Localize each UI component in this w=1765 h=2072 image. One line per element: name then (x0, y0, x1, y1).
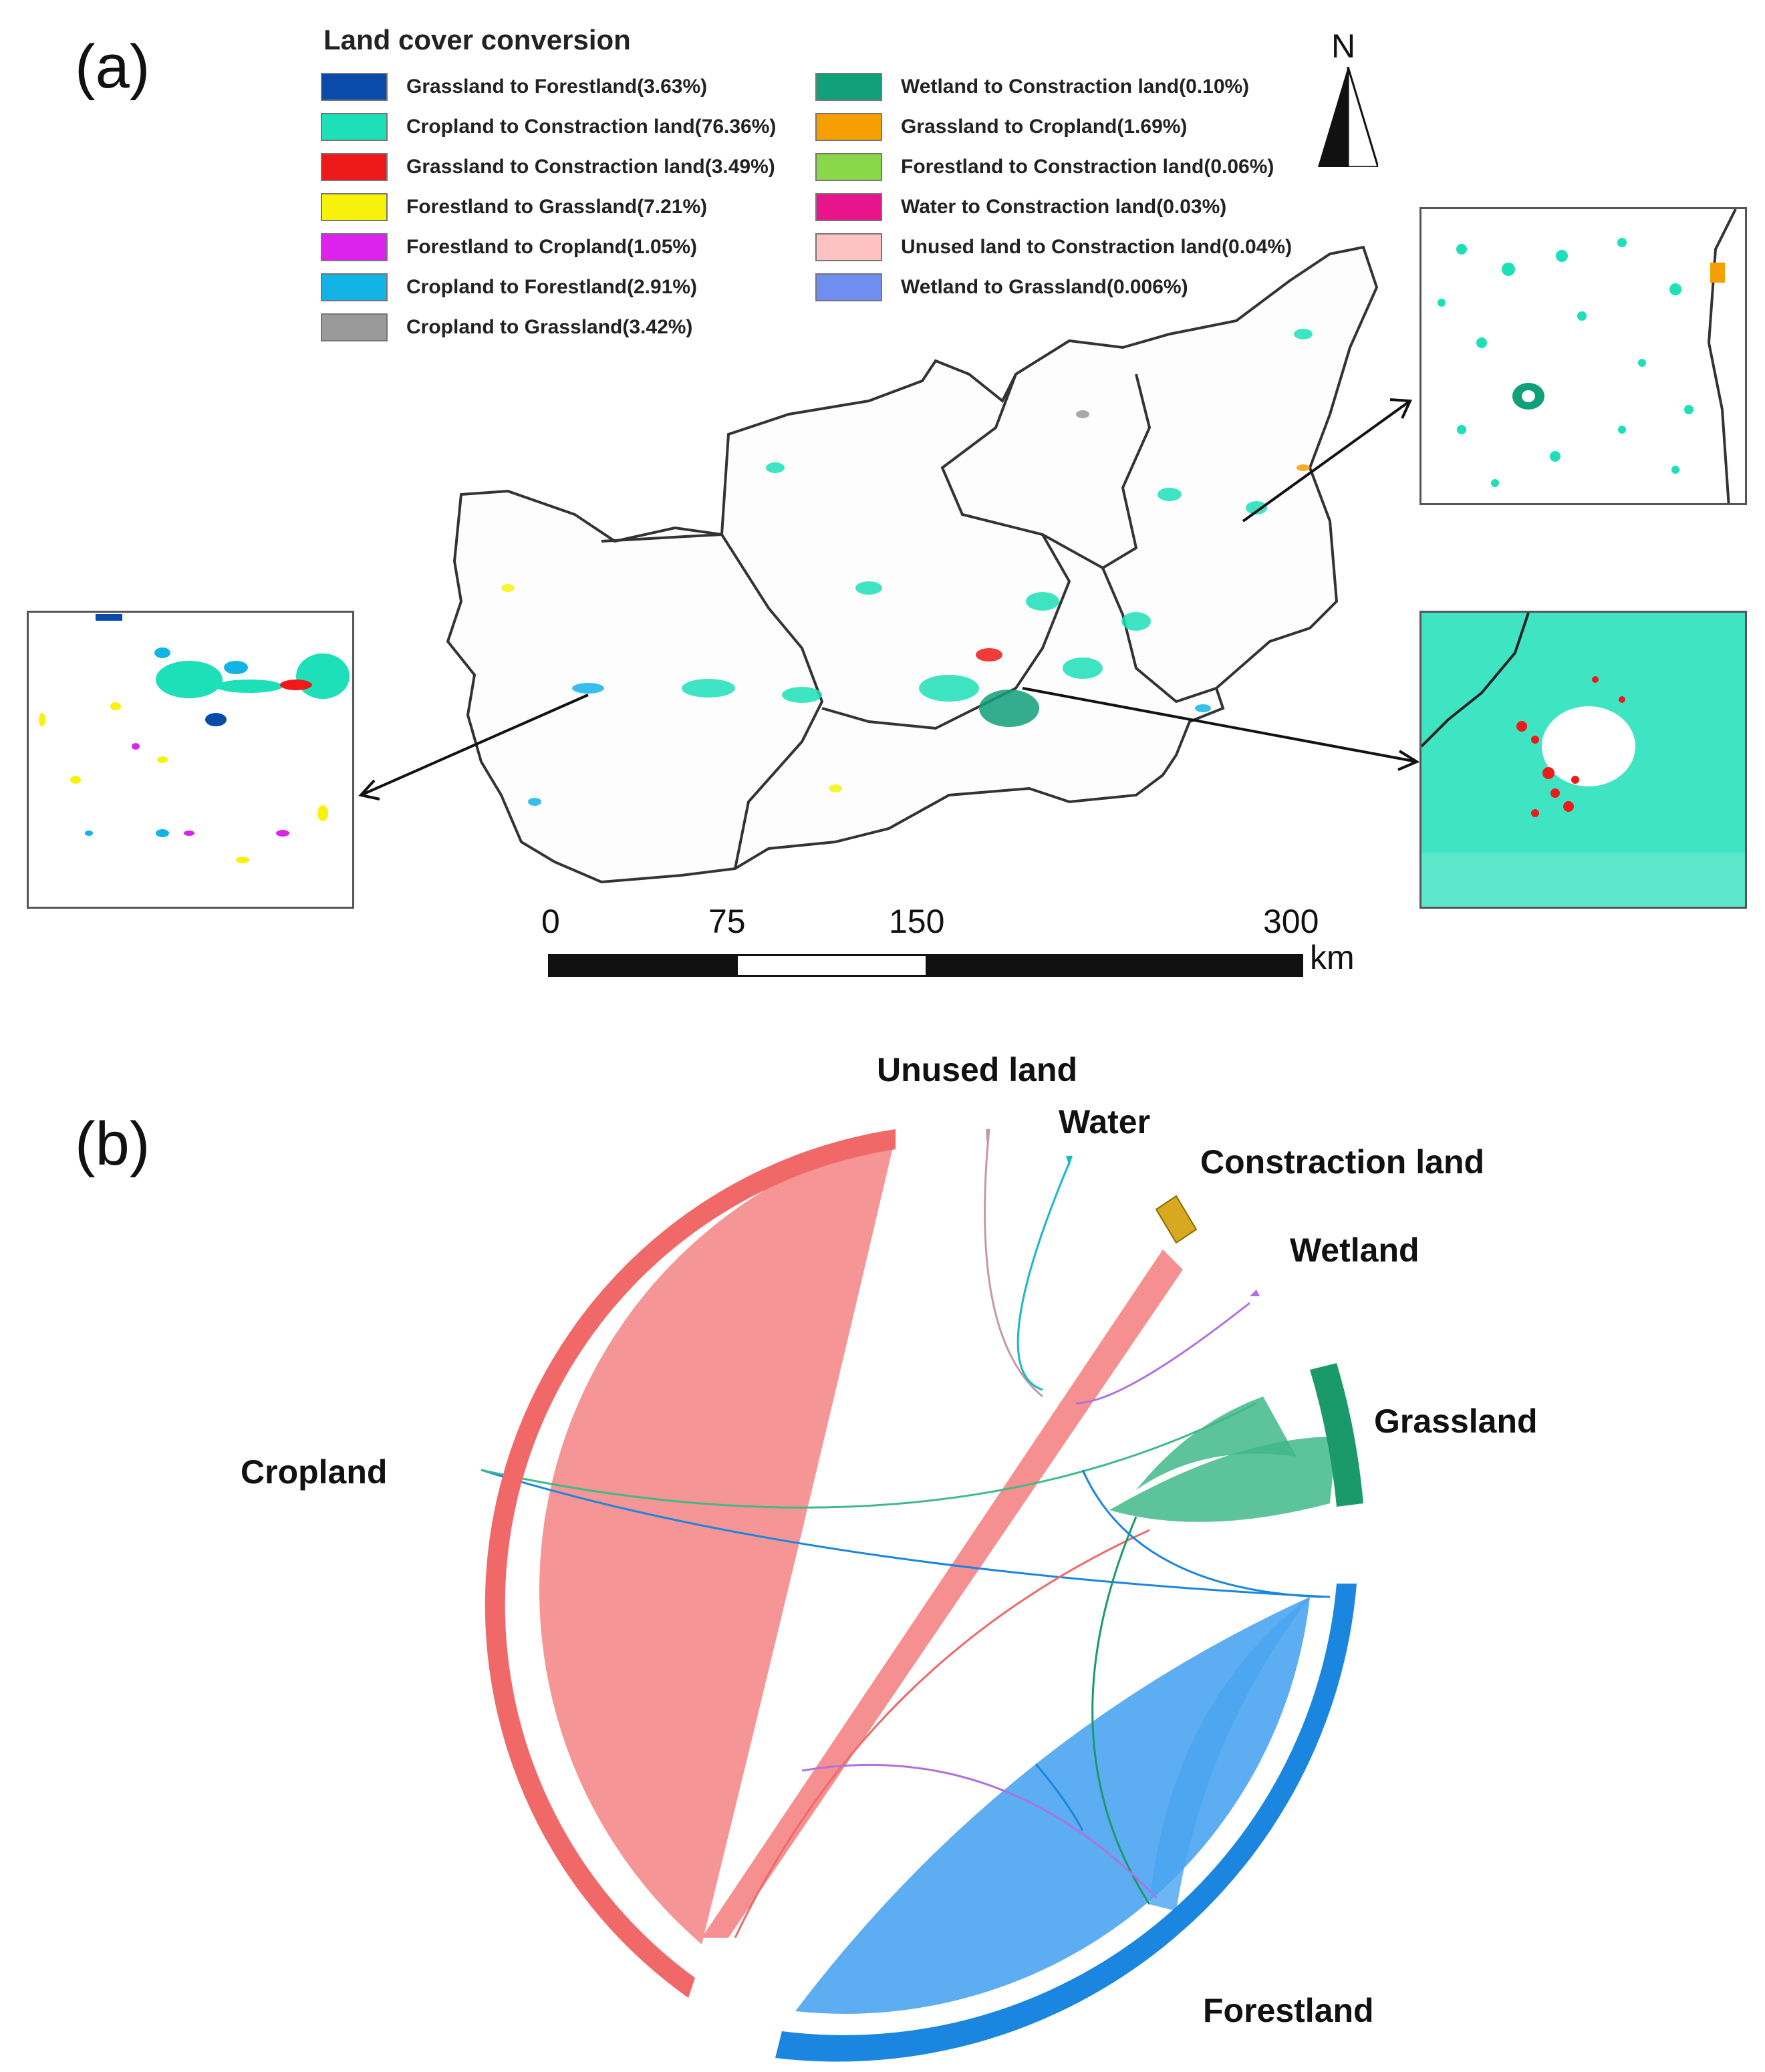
legend-title: Land cover conversion (323, 24, 631, 55)
legend-swatch (815, 73, 882, 101)
scale-tick-0: 0 (541, 903, 560, 940)
legend-swatch (815, 153, 882, 181)
legend-label: Grassland to Forestland(3.63%) (406, 76, 708, 98)
legend-swatch (815, 273, 882, 301)
legend-swatch (321, 113, 388, 141)
legend-label: Forestland to Grassland(7.21%) (406, 196, 708, 218)
legend-label: Cropland to Forestland(2.91%) (406, 276, 698, 298)
legend-item: Forestland to Cropland(1.05%) (321, 231, 697, 263)
arc-grassland (1310, 1363, 1363, 1507)
legend-item: Wetland to Constraction land(0.10%) (815, 71, 1249, 103)
legend-item: Grassland to Cropland(1.69%) (815, 111, 1187, 143)
legend-swatch (321, 73, 388, 101)
scale-bar: 0 75 150 300 km (541, 902, 1377, 989)
ribbon-cropland-to-constraction (702, 1249, 1183, 1938)
chord-label-unused-land: Unused land (877, 1051, 1078, 1088)
legend-swatch (321, 273, 388, 301)
legend-swatch (815, 233, 882, 261)
arc-wetland (1250, 1290, 1260, 1296)
chord-label-wetland: Wetland (1290, 1231, 1419, 1269)
chord-label-grassland: Grassland (1374, 1402, 1538, 1440)
ribbon-cropland-to-forestland (539, 1136, 896, 1944)
region-boundary-east (1101, 567, 1217, 704)
legend-label: Water to Constraction land(0.03%) (901, 196, 1227, 218)
chord-label-cropland: Cropland (241, 1453, 388, 1491)
study-area-map (358, 245, 1420, 884)
legend-item: Cropland to Forestland(2.91%) (321, 271, 697, 303)
panel-a-label: (a) (75, 33, 150, 101)
legend-item: Grassland to Constraction land(3.49%) (321, 151, 775, 183)
inset-northeast (1419, 207, 1747, 505)
inset-west (27, 611, 354, 909)
legend-item: Unused land to Constraction land(0.04%) (815, 231, 1292, 263)
legend-label: Cropland to Constraction land(76.36%) (406, 116, 777, 138)
legend-label: Wetland to Constraction land(0.10%) (901, 76, 1250, 98)
legend-item: Cropland to Grassland(3.42%) (321, 311, 692, 343)
legend-item: Grassland to Forestland(3.63%) (321, 71, 707, 103)
legend-label: Forestland to Constraction land(0.06%) (901, 156, 1274, 178)
legend-swatch (321, 193, 388, 221)
legend-swatch (321, 313, 388, 341)
legend-label: Cropland to Grassland(3.42%) (406, 316, 693, 338)
scale-bar-graphic (548, 954, 1303, 977)
legend-item: Cropland to Constraction land(76.36%) (321, 111, 776, 143)
legend-item: Forestland to Constraction land(0.06%) (815, 151, 1274, 183)
legend-label: Unused land to Constraction land(0.04%) (901, 236, 1293, 258)
arc-constraction-land (1155, 1195, 1198, 1244)
region-boundary-north (940, 374, 1151, 570)
legend-item: Forestland to Grassland(7.21%) (321, 191, 707, 223)
scale-tick-150: 150 (889, 903, 945, 940)
legend-item: Wetland to Grassland(0.006%) (815, 271, 1188, 303)
chord-label-forestland: Forestland (1203, 1992, 1374, 2029)
thin-links (481, 1129, 1331, 1938)
chord-label-constraction-land: Constraction land (1200, 1143, 1485, 1181)
region-boundary-west (601, 533, 824, 869)
ribbon-grassland (1109, 1437, 1337, 1522)
ribbon-grassland-upper (1136, 1396, 1297, 1490)
arc-water (1066, 1156, 1073, 1166)
legend-swatch (321, 153, 388, 181)
arc-unused-land (986, 1129, 989, 1143)
legend-item: Water to Constraction land(0.03%) (815, 191, 1226, 223)
chord-label-water: Water (1059, 1103, 1151, 1141)
legend-label: Forestland to Cropland(1.05%) (406, 236, 698, 258)
legend-swatch (815, 193, 882, 221)
chord-diagram (481, 1129, 1363, 2062)
legend-label: Wetland to Grassland(0.006%) (901, 276, 1188, 298)
ribbon-forestland (795, 1597, 1310, 2014)
scale-unit: km (1310, 939, 1355, 976)
inset-leader-lines (358, 398, 1420, 800)
inset-center (1419, 611, 1747, 909)
conversion-patches (501, 329, 1313, 806)
scale-tick-75: 75 (708, 903, 746, 940)
legend-label: Grassland to Constraction land(3.49%) (406, 156, 775, 178)
scale-tick-300: 300 (1263, 903, 1319, 940)
north-label: N (1331, 27, 1356, 65)
legend-swatch (321, 233, 388, 261)
legend-label: Grassland to Cropland(1.69%) (901, 116, 1188, 138)
region-boundary-outer (446, 245, 1379, 884)
map-legend: Land cover conversion Grassland to Fores… (321, 20, 1323, 354)
panel-b-label: (b) (75, 1110, 150, 1178)
ribbon-forestland-to-grassland (1149, 1597, 1310, 1911)
north-arrow: N (1310, 27, 1390, 167)
north-arrow-icon (1318, 67, 1378, 167)
legend-swatch (815, 113, 882, 141)
